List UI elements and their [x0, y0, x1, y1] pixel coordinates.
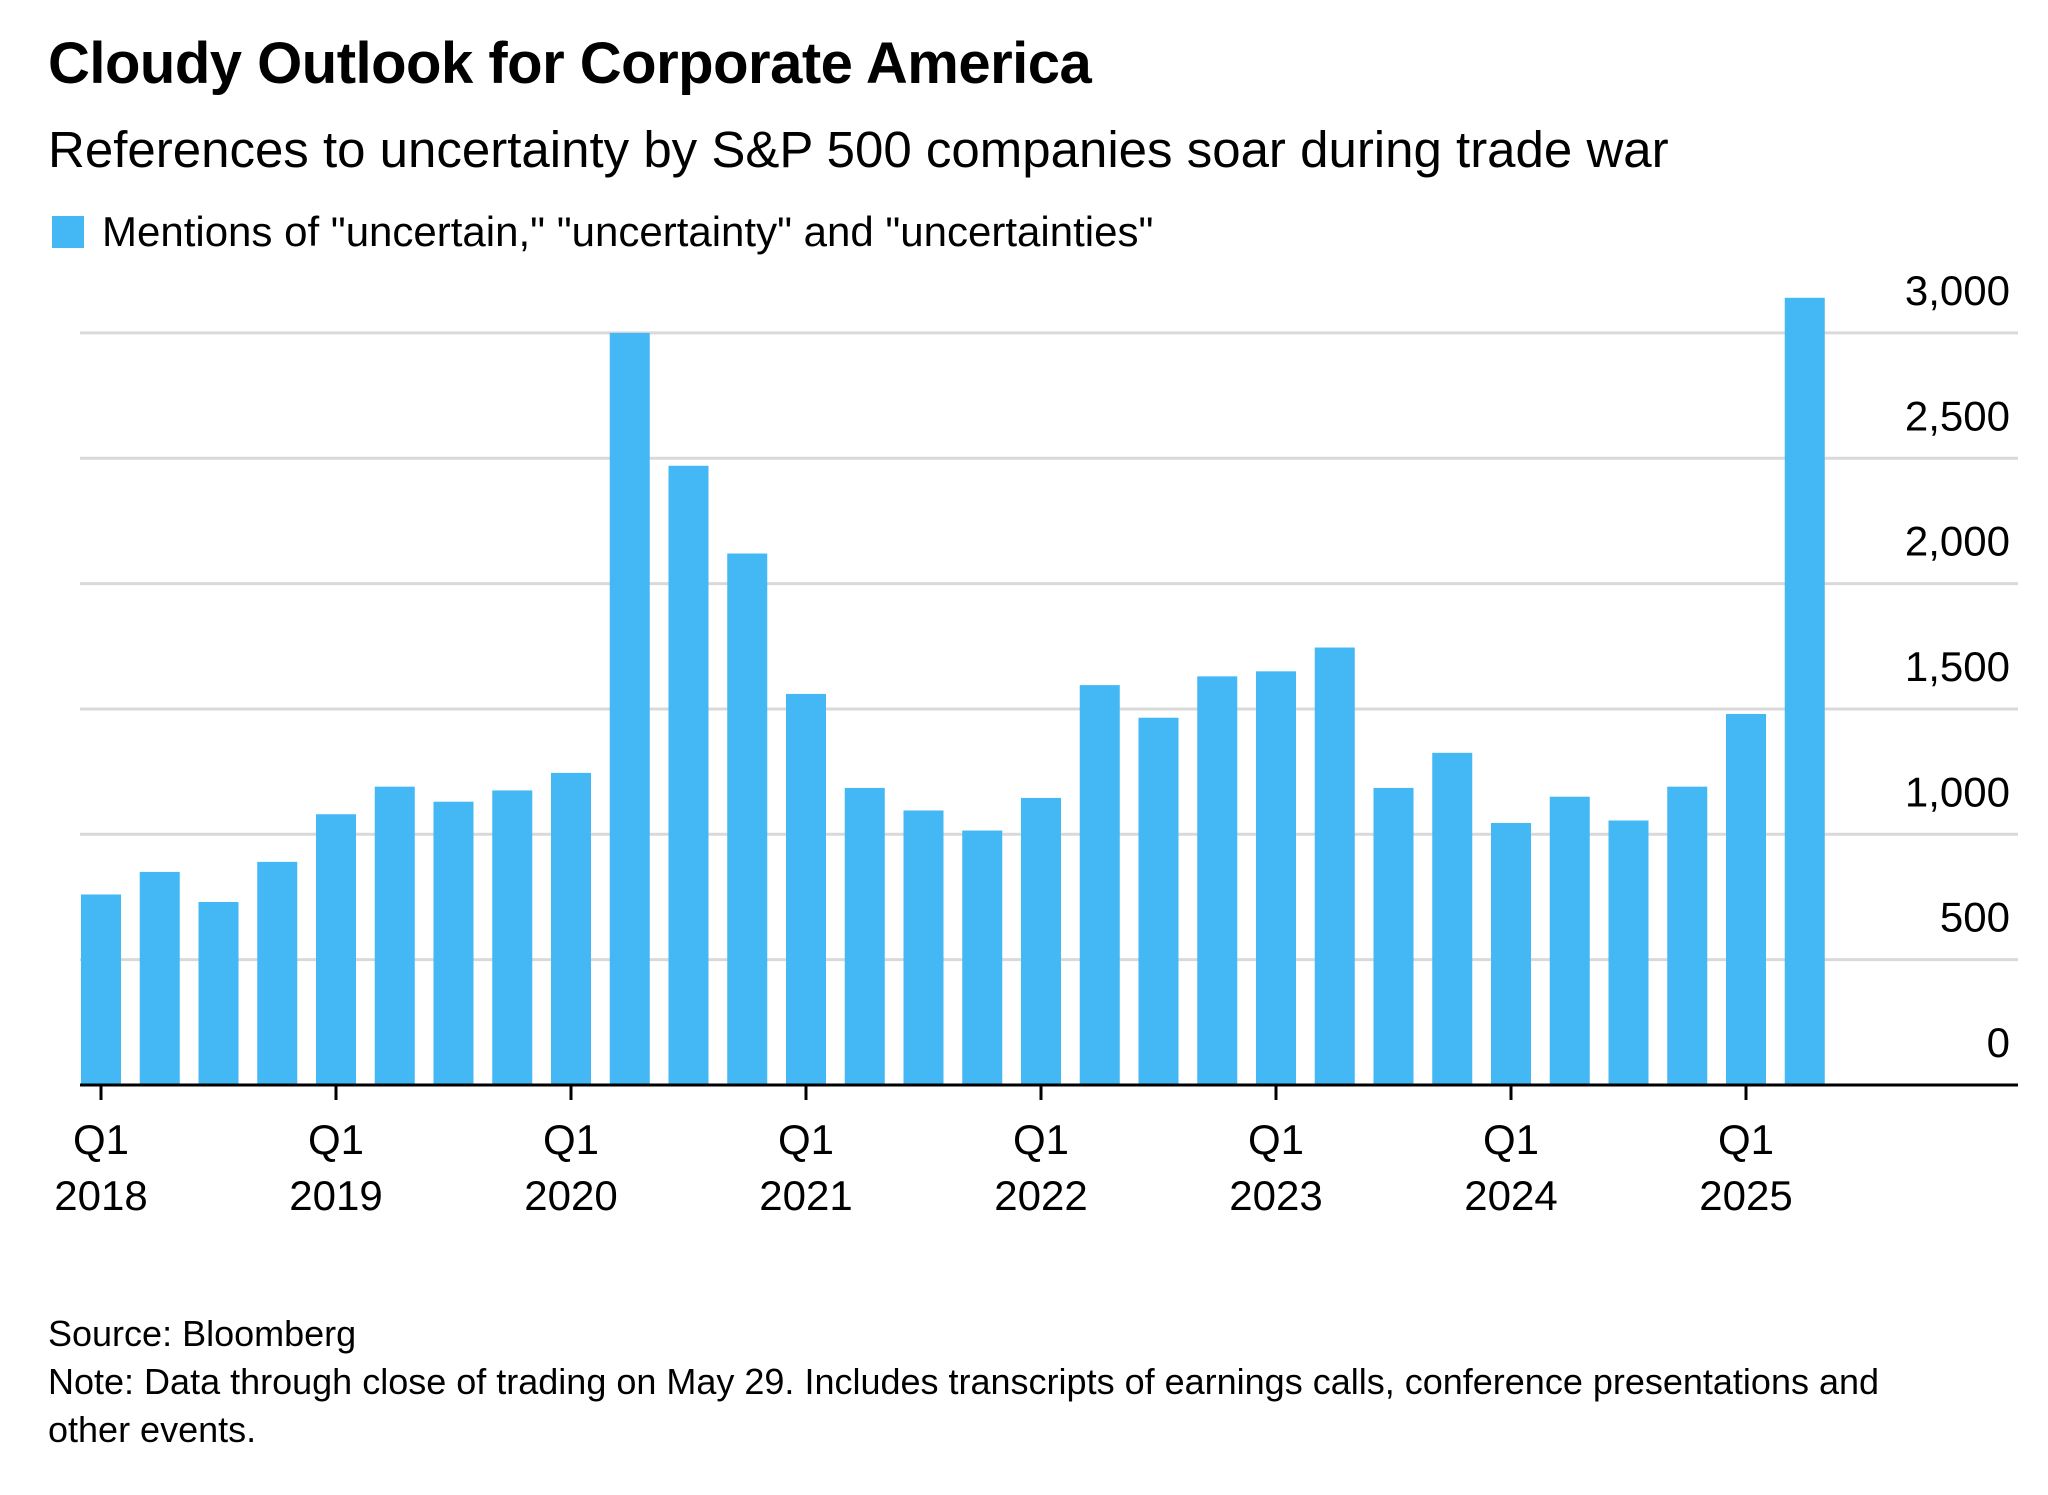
bar-chart: 0 500 1,000 1,500 2,000 2,500 3,000 Q1 2018 Q1 20… — [54, 267, 2018, 1219]
bar — [1373, 787, 1414, 1085]
bar — [1021, 797, 1061, 1085]
bar — [786, 693, 826, 1085]
x-axis — [80, 1083, 2018, 1100]
y-tick-label: 2,500 — [1905, 392, 2010, 439]
x-tick-year-label: 2019 — [289, 1172, 382, 1219]
bar — [609, 332, 650, 1085]
y-tick-label: 1,500 — [1905, 643, 2010, 690]
bar — [1549, 796, 1590, 1085]
footer: Source: Bloomberg Note: Data through clo… — [48, 1310, 1928, 1454]
x-tick-year-label: 2021 — [759, 1172, 852, 1219]
bar — [1432, 752, 1473, 1085]
bar — [1726, 713, 1766, 1085]
bar — [1667, 786, 1708, 1085]
bar — [1197, 676, 1238, 1085]
x-tick-quarter-label: Q1 — [308, 1116, 364, 1163]
bar — [139, 871, 180, 1085]
x-tick-year-label: 2024 — [1464, 1172, 1557, 1219]
source-text: Source: Bloomberg — [48, 1313, 357, 1354]
bar — [1491, 823, 1531, 1085]
x-tick-year-label: 2020 — [524, 1172, 617, 1219]
x-tick-quarter-label: Q1 — [1718, 1116, 1774, 1163]
x-tick-quarter-label: Q1 — [778, 1116, 834, 1163]
note-text: Note: Data through close of trading on M… — [48, 1361, 1880, 1450]
x-tick-quarter-label: Q1 — [543, 1116, 599, 1163]
x-tick-year-label: 2022 — [994, 1172, 1087, 1219]
bar — [551, 772, 591, 1085]
bar — [433, 801, 474, 1085]
y-tick-label: 500 — [1940, 894, 2010, 941]
bar — [844, 787, 885, 1085]
bar — [903, 810, 944, 1085]
y-tick-label: 0 — [1987, 1019, 2010, 1066]
y-axis-labels: 0 500 1,000 1,500 2,000 2,500 3,000 — [1905, 267, 2010, 1066]
x-tick-quarter-label: Q1 — [1483, 1116, 1539, 1163]
y-tick-label: 1,000 — [1905, 768, 2010, 815]
x-tick-quarter-label: Q1 — [1013, 1116, 1069, 1163]
chart-title: Cloudy Outlook for Corporate America — [48, 31, 1092, 96]
bar — [1314, 647, 1355, 1085]
bar — [1138, 717, 1179, 1085]
bar — [374, 786, 415, 1085]
legend: Mentions of "uncertain," "uncertainty" a… — [52, 208, 1153, 256]
bar — [492, 790, 533, 1085]
x-tick-quarter-label: Q1 — [1248, 1116, 1304, 1163]
bar — [962, 830, 1003, 1085]
y-tick-label: 2,000 — [1905, 518, 2010, 565]
x-axis-labels: Q1 2018 Q1 2019 Q1 2020 Q1 2021 Q1 2022 Q1 2023 Q1 20… — [54, 1116, 1792, 1219]
bar — [198, 901, 239, 1085]
bar — [257, 861, 298, 1085]
bar — [1256, 671, 1296, 1085]
bar — [727, 553, 768, 1085]
legend-swatch — [52, 216, 84, 248]
x-tick-year-label: 2018 — [54, 1172, 147, 1219]
bar — [668, 465, 709, 1085]
bar — [1079, 685, 1120, 1085]
bar — [1608, 820, 1649, 1085]
bar — [81, 894, 121, 1085]
x-tick-year-label: 2023 — [1229, 1172, 1322, 1219]
legend-label: Mentions of "uncertain," "uncertainty" a… — [102, 208, 1154, 255]
y-tick-label: 3,000 — [1905, 267, 2010, 314]
bar — [316, 814, 356, 1085]
bars — [81, 297, 1825, 1085]
x-tick-year-label: 2025 — [1699, 1172, 1792, 1219]
chart-subtitle: References to uncertainty by S&P 500 com… — [48, 121, 1669, 178]
bar — [1784, 297, 1825, 1085]
x-tick-quarter-label: Q1 — [73, 1116, 129, 1163]
